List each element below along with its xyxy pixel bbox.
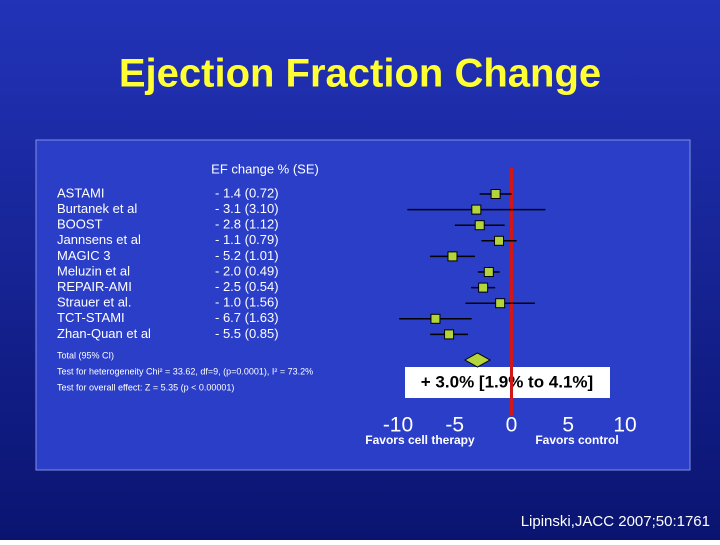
footnote: Test for overall effect: Z = 5.35 (p < 0… bbox=[57, 382, 234, 392]
pooled-diamond bbox=[463, 352, 491, 368]
study-label: Zhan-Quan et al bbox=[57, 326, 151, 341]
point-estimate bbox=[494, 235, 505, 246]
study-label: ASTAMI bbox=[57, 185, 104, 200]
study-label: Burtanek et al bbox=[57, 201, 137, 216]
effect-label: - 6.7 (1.63) bbox=[215, 310, 279, 325]
study-label: MAGIC 3 bbox=[57, 248, 110, 263]
chart-title: Ejection Fraction Change bbox=[119, 52, 601, 96]
plot-panel bbox=[35, 139, 691, 471]
x-tick-label: -10 bbox=[383, 414, 413, 437]
study-label: TCT-STAMI bbox=[57, 310, 125, 325]
x-axis-label: Favors cell therapy bbox=[365, 433, 475, 447]
point-estimate bbox=[471, 204, 482, 215]
pooled-label-box bbox=[405, 367, 610, 398]
effect-label: - 1.0 (1.56) bbox=[215, 295, 279, 310]
x-tick-label: -5 bbox=[445, 414, 464, 437]
study-label: Strauer et al. bbox=[57, 295, 131, 310]
study-label: REPAIR-AMI bbox=[57, 279, 132, 294]
effect-label: - 5.5 (0.85) bbox=[215, 326, 279, 341]
study-label: Meluzin et al bbox=[57, 263, 130, 278]
footnote: Test for heterogeneity Chi² = 33.62, df=… bbox=[57, 366, 313, 376]
point-estimate bbox=[490, 189, 501, 199]
effect-label: - 2.0 (0.49) bbox=[215, 263, 279, 278]
footnote: Total (95% CI) bbox=[57, 350, 114, 360]
effect-label: - 3.1 (3.10) bbox=[215, 201, 279, 216]
point-estimate bbox=[444, 329, 455, 340]
point-estimate bbox=[447, 251, 458, 262]
point-estimate bbox=[474, 220, 485, 231]
study-label: Jannsens et al bbox=[57, 232, 141, 247]
x-tick-label: 5 bbox=[562, 414, 574, 437]
effect-label: - 5.2 (1.01) bbox=[215, 248, 279, 263]
effect-label: - 2.5 (0.54) bbox=[215, 279, 279, 294]
effect-label: - 1.1 (0.79) bbox=[215, 232, 279, 247]
x-tick-label: 0 bbox=[506, 414, 518, 437]
column-header: EF change % (SE) bbox=[211, 161, 319, 176]
x-axis-label: Favors control bbox=[535, 433, 618, 447]
point-estimate bbox=[483, 267, 494, 277]
study-label: BOOST bbox=[57, 217, 103, 232]
effect-label: - 2.8 (1.12) bbox=[215, 217, 279, 232]
point-estimate bbox=[430, 313, 441, 324]
point-estimate bbox=[495, 298, 506, 309]
x-tick-label: 10 bbox=[613, 414, 636, 437]
point-estimate bbox=[478, 282, 489, 293]
pooled-label: + 3.0% [1.9% to 4.1%] bbox=[421, 372, 593, 391]
source: Lipinski,JACC 2007;50:1761 bbox=[521, 513, 710, 530]
effect-label: - 1.4 (0.72) bbox=[215, 185, 279, 200]
